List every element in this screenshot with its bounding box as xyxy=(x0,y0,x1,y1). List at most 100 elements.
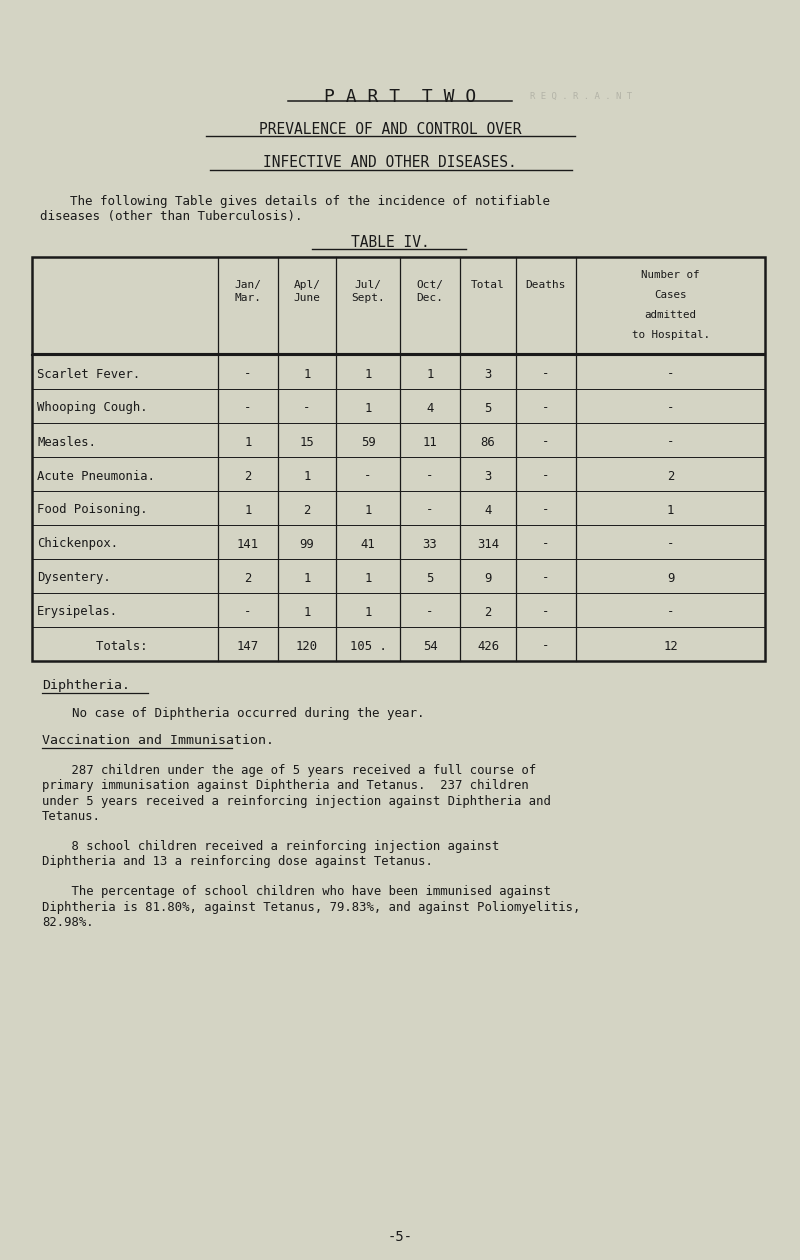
Text: P A R T  T W O: P A R T T W O xyxy=(324,88,476,106)
Text: -: - xyxy=(667,606,674,619)
Text: 314: 314 xyxy=(477,538,499,551)
Text: 2: 2 xyxy=(303,504,310,517)
Text: Vaccination and Immunisation.: Vaccination and Immunisation. xyxy=(42,735,274,747)
Text: -: - xyxy=(426,606,434,619)
Text: 1: 1 xyxy=(667,504,674,517)
Text: -: - xyxy=(364,470,372,483)
Text: 4: 4 xyxy=(484,504,492,517)
Text: 1: 1 xyxy=(303,572,310,585)
Text: 15: 15 xyxy=(300,436,314,449)
Text: 1: 1 xyxy=(244,436,252,449)
Text: admitted: admitted xyxy=(645,310,697,320)
Text: 147: 147 xyxy=(237,640,259,653)
Text: Number of: Number of xyxy=(642,270,700,280)
Text: TABLE IV.: TABLE IV. xyxy=(350,236,430,249)
Text: -: - xyxy=(542,470,550,483)
Text: Mar.: Mar. xyxy=(234,294,262,302)
Text: 2: 2 xyxy=(244,470,252,483)
Text: 9: 9 xyxy=(484,572,492,585)
Text: Erysipelas.: Erysipelas. xyxy=(37,606,118,619)
Text: The following Table gives details of the incidence of notifiable: The following Table gives details of the… xyxy=(40,195,550,208)
Text: Measles.: Measles. xyxy=(37,436,96,449)
Text: 1: 1 xyxy=(426,368,434,381)
Text: -: - xyxy=(542,402,550,415)
Text: 2: 2 xyxy=(484,606,492,619)
Text: -: - xyxy=(244,402,252,415)
Text: -: - xyxy=(542,606,550,619)
Text: No case of Diphtheria occurred during the year.: No case of Diphtheria occurred during th… xyxy=(42,707,425,719)
Text: -: - xyxy=(667,402,674,415)
Text: 1: 1 xyxy=(364,402,372,415)
Text: -: - xyxy=(542,572,550,585)
Text: Dysentery.: Dysentery. xyxy=(37,572,110,585)
Text: 1: 1 xyxy=(303,470,310,483)
Text: 1: 1 xyxy=(364,606,372,619)
Text: -: - xyxy=(244,368,252,381)
Text: R E Q . R . A . N T: R E Q . R . A . N T xyxy=(530,92,632,101)
Text: 4: 4 xyxy=(426,402,434,415)
Text: to Hospital.: to Hospital. xyxy=(631,330,710,340)
Text: 105 .: 105 . xyxy=(350,640,386,653)
Text: 1: 1 xyxy=(303,606,310,619)
Text: 86: 86 xyxy=(481,436,495,449)
Text: Cases: Cases xyxy=(654,290,686,300)
Text: 8 school children received a reinforcing injection against: 8 school children received a reinforcing… xyxy=(42,840,499,853)
Text: 9: 9 xyxy=(667,572,674,585)
Text: -: - xyxy=(303,402,310,415)
Text: Tetanus.: Tetanus. xyxy=(42,810,101,824)
Text: 1: 1 xyxy=(364,572,372,585)
Text: PREVALENCE OF AND CONTROL OVER: PREVALENCE OF AND CONTROL OVER xyxy=(258,122,522,137)
Text: Dec.: Dec. xyxy=(417,294,443,302)
Text: Apl/: Apl/ xyxy=(294,280,321,290)
Text: 141: 141 xyxy=(237,538,259,551)
Text: -: - xyxy=(667,538,674,551)
Text: 120: 120 xyxy=(296,640,318,653)
Text: -: - xyxy=(426,504,434,517)
Text: Diphtheria.: Diphtheria. xyxy=(42,679,130,692)
Text: Jan/: Jan/ xyxy=(234,280,262,290)
Text: Totals:: Totals: xyxy=(37,640,148,653)
Text: The percentage of school children who have been immunised against: The percentage of school children who ha… xyxy=(42,885,551,898)
Text: June: June xyxy=(294,294,321,302)
Text: Chickenpox.: Chickenpox. xyxy=(37,538,118,551)
Text: Oct/: Oct/ xyxy=(417,280,443,290)
Text: 2: 2 xyxy=(667,470,674,483)
Text: -: - xyxy=(667,368,674,381)
Text: -: - xyxy=(542,640,550,653)
Text: 3: 3 xyxy=(484,470,492,483)
Text: 33: 33 xyxy=(422,538,438,551)
Text: 287 children under the age of 5 years received a full course of: 287 children under the age of 5 years re… xyxy=(42,764,536,777)
Text: 2: 2 xyxy=(244,572,252,585)
Text: 12: 12 xyxy=(663,640,678,653)
Text: -: - xyxy=(244,606,252,619)
Text: 3: 3 xyxy=(484,368,492,381)
Text: 82.98%.: 82.98%. xyxy=(42,916,94,929)
Text: Acute Pneumonia.: Acute Pneumonia. xyxy=(37,470,155,483)
Text: Diphtheria is 81.80%, against Tetanus, 79.83%, and against Poliomyelitis,: Diphtheria is 81.80%, against Tetanus, 7… xyxy=(42,901,580,914)
Text: 11: 11 xyxy=(422,436,438,449)
Text: Diphtheria and 13 a reinforcing dose against Tetanus.: Diphtheria and 13 a reinforcing dose aga… xyxy=(42,856,433,868)
Text: Deaths: Deaths xyxy=(526,280,566,290)
Bar xyxy=(32,257,765,662)
Text: 54: 54 xyxy=(422,640,438,653)
Text: -: - xyxy=(542,436,550,449)
Text: 5: 5 xyxy=(484,402,492,415)
Text: Sept.: Sept. xyxy=(351,294,385,302)
Text: 1: 1 xyxy=(244,504,252,517)
Text: INFECTIVE AND OTHER DISEASES.: INFECTIVE AND OTHER DISEASES. xyxy=(263,155,517,170)
Text: 1: 1 xyxy=(303,368,310,381)
Text: -: - xyxy=(542,368,550,381)
Text: -5-: -5- xyxy=(387,1230,413,1244)
Text: 1: 1 xyxy=(364,504,372,517)
Text: diseases (other than Tuberculosis).: diseases (other than Tuberculosis). xyxy=(40,210,302,223)
Text: Scarlet Fever.: Scarlet Fever. xyxy=(37,368,140,381)
Text: Total: Total xyxy=(471,280,505,290)
Text: 41: 41 xyxy=(361,538,375,551)
Text: -: - xyxy=(426,470,434,483)
Text: -: - xyxy=(667,436,674,449)
Text: 59: 59 xyxy=(361,436,375,449)
Text: 426: 426 xyxy=(477,640,499,653)
Text: -: - xyxy=(542,538,550,551)
Text: primary immunisation against Diphtheria and Tetanus.  237 children: primary immunisation against Diphtheria … xyxy=(42,780,529,793)
Text: under 5 years received a reinforcing injection against Diphtheria and: under 5 years received a reinforcing inj… xyxy=(42,795,551,808)
